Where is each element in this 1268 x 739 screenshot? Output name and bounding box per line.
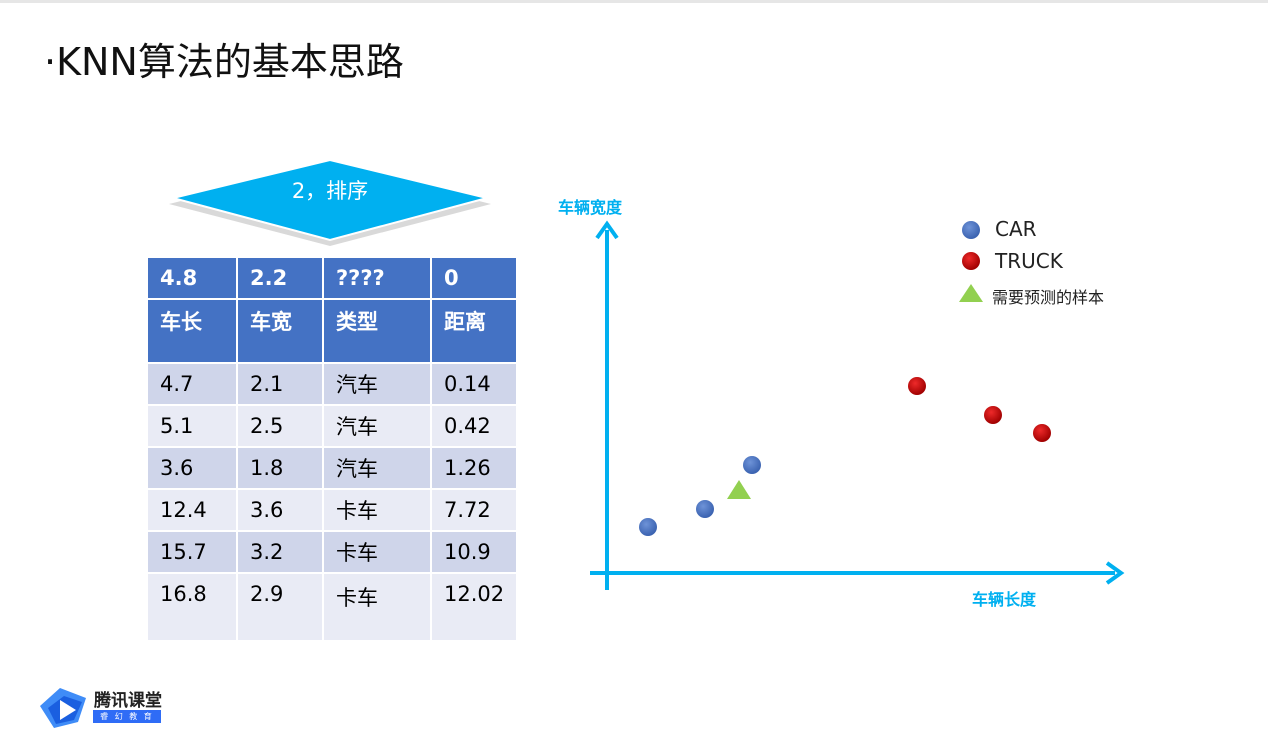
sample-point xyxy=(727,480,751,499)
cell-length: 4.7 xyxy=(146,362,238,406)
y-axis-label: 车辆宽度 xyxy=(558,198,623,217)
table-row: 15.7 3.2 卡车 10.9 xyxy=(146,530,519,574)
cell-distance: 0.42 xyxy=(429,404,519,448)
cell-length: 12.4 xyxy=(146,488,238,532)
distance-table: 4.8 2.2 ???? 0 车长 车宽 类型 距离 4.7 2.1 汽车 0.… xyxy=(146,256,519,642)
step-label: 2，排序 xyxy=(291,179,369,203)
legend-truck-label: TRUCK xyxy=(995,249,1063,273)
query-distance: 0 xyxy=(429,256,519,300)
cell-distance: 12.02 xyxy=(429,572,519,642)
slide-title: ·KNN算法的基本思路 xyxy=(44,40,404,84)
legend-sample-label: 需要预测的样本 xyxy=(992,288,1105,307)
cell-width: 2.9 xyxy=(236,572,324,642)
truck-point xyxy=(984,406,1002,424)
query-length: 4.8 xyxy=(146,256,238,300)
car-point xyxy=(639,518,657,536)
cell-width: 3.6 xyxy=(236,488,324,532)
query-row: 4.8 2.2 ???? 0 xyxy=(146,256,519,300)
legend-car-marker xyxy=(962,221,980,239)
cell-width: 2.1 xyxy=(236,362,324,406)
truck-point xyxy=(1033,424,1051,442)
header-type: 类型 xyxy=(322,298,432,364)
y-axis xyxy=(595,220,619,590)
cell-distance: 1.26 xyxy=(429,446,519,490)
table-row: 5.1 2.5 汽车 0.42 xyxy=(146,404,519,448)
logo-name: 腾讯课堂 xyxy=(94,691,162,711)
cell-type: 卡车 xyxy=(322,530,432,574)
query-width: 2.2 xyxy=(236,256,324,300)
header-distance: 距离 xyxy=(429,298,519,364)
x-axis xyxy=(590,561,1125,585)
legend-sample-marker xyxy=(959,284,983,302)
car-point xyxy=(696,500,714,518)
cell-width: 2.5 xyxy=(236,404,324,448)
cell-type: 汽车 xyxy=(322,362,432,406)
logo-subtitle: 睿 幻 教 育 xyxy=(93,710,161,723)
cell-distance: 0.14 xyxy=(429,362,519,406)
cell-distance: 10.9 xyxy=(429,530,519,574)
query-type: ???? xyxy=(322,256,432,300)
cell-width: 1.8 xyxy=(236,446,324,490)
cell-length: 5.1 xyxy=(146,404,238,448)
cell-length: 16.8 xyxy=(146,572,238,642)
cell-type: 汽车 xyxy=(322,404,432,448)
cell-length: 3.6 xyxy=(146,446,238,490)
top-border xyxy=(0,0,1268,3)
header-row: 车长 车宽 类型 距离 xyxy=(146,298,519,364)
cell-type: 汽车 xyxy=(322,446,432,490)
header-width: 车宽 xyxy=(236,298,324,364)
cell-type: 卡车 xyxy=(322,488,432,532)
header-length: 车长 xyxy=(146,298,238,364)
table-row: 3.6 1.8 汽车 1.26 xyxy=(146,446,519,490)
cell-type: 卡车 xyxy=(322,572,432,642)
cell-width: 3.2 xyxy=(236,530,324,574)
truck-point xyxy=(908,377,926,395)
legend-car-label: CAR xyxy=(995,217,1037,241)
car-point xyxy=(743,456,761,474)
cell-distance: 7.72 xyxy=(429,488,519,532)
step-banner xyxy=(169,158,491,246)
cell-length: 15.7 xyxy=(146,530,238,574)
table-row: 4.7 2.1 汽车 0.14 xyxy=(146,362,519,406)
table-row: 12.4 3.6 卡车 7.72 xyxy=(146,488,519,532)
tencent-classroom-logo xyxy=(40,688,86,728)
table-row: 16.8 2.9 卡车 12.02 xyxy=(146,572,519,642)
x-axis-label: 车辆长度 xyxy=(972,590,1037,609)
legend-truck-marker xyxy=(962,252,980,270)
